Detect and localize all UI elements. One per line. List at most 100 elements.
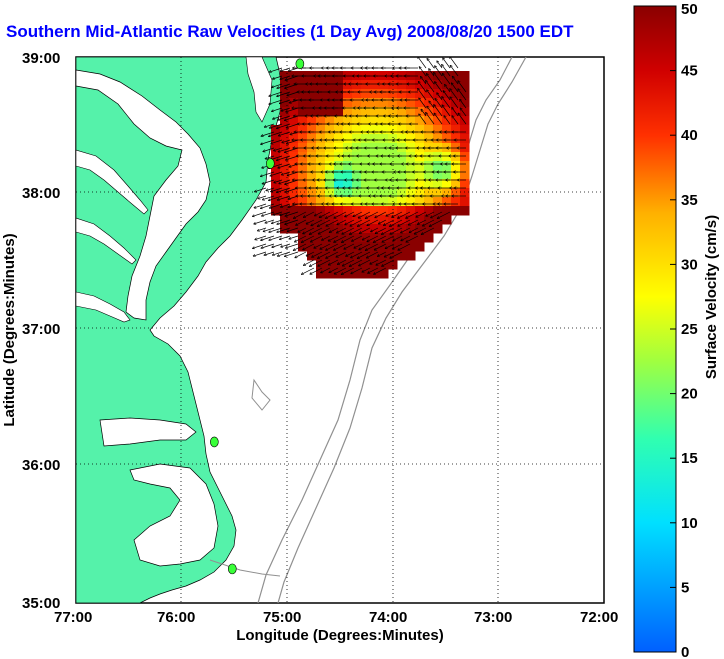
velocity-cell [406, 233, 416, 243]
velocity-arrow [318, 259, 331, 266]
velocity-cell [415, 107, 425, 117]
velocity-arrow [329, 259, 339, 265]
velocity-arrow [422, 227, 435, 234]
velocity-arrow [358, 219, 371, 226]
velocity-arrow [285, 251, 299, 256]
velocity-arrow [435, 66, 443, 77]
velocity-arrow [458, 89, 467, 101]
velocity-arrow [287, 139, 299, 144]
velocity-cell [415, 170, 425, 180]
velocity-arrow [431, 211, 443, 218]
velocity-cell [334, 233, 344, 243]
velocity-arrow [281, 243, 291, 247]
velocity-cell [370, 179, 380, 189]
velocity-arrow [277, 227, 291, 232]
velocity-cell [334, 215, 344, 225]
velocity-arrow [265, 123, 275, 127]
velocity-cell [460, 152, 470, 162]
velocity-cell [415, 206, 425, 216]
velocity-arrow [255, 235, 267, 240]
velocity-arrow [285, 115, 299, 120]
velocity-cell [397, 179, 407, 189]
velocity-cell [316, 170, 326, 180]
velocity-arrow [269, 67, 283, 72]
velocity-cell [370, 116, 380, 126]
velocity-arrow [261, 243, 275, 248]
velocity-cell [307, 170, 317, 180]
chesapeake-bay [76, 69, 211, 321]
colorbar-tick-label: 25 [681, 321, 698, 338]
velocity-cell [433, 170, 443, 180]
colorbar-tick-label: 50 [681, 1, 698, 18]
velocity-arrow [320, 243, 331, 249]
velocity-arrow [264, 251, 275, 255]
velocity-arrow [352, 235, 363, 241]
velocity-arrow [261, 139, 275, 144]
velocity-arrow [385, 251, 395, 257]
velocity-cell [451, 188, 461, 198]
colorbar-tick-label: 40 [681, 127, 698, 144]
velocity-cell [451, 125, 461, 135]
velocity-cell [415, 98, 425, 108]
velocity-cell [352, 161, 362, 171]
velocity-cell [316, 125, 326, 135]
velocity-arrow [310, 227, 323, 234]
velocity-cell [424, 134, 434, 144]
velocity-cell [433, 179, 443, 189]
velocity-cell [397, 89, 407, 99]
velocity-cell [379, 116, 389, 126]
velocity-arrow [304, 211, 315, 217]
velocity-cell [460, 89, 470, 99]
velocity-arrow [280, 75, 291, 79]
velocity-cell [442, 206, 452, 216]
velocity-arrow [435, 82, 443, 93]
velocity-arrow [353, 211, 363, 216]
colorbar-tick-label: 35 [681, 192, 698, 209]
velocity-cell [388, 152, 398, 162]
velocity-cell [334, 269, 344, 279]
velocity-arrow [342, 267, 355, 274]
velocity-arrow [409, 219, 419, 225]
velocity-cell [433, 197, 443, 207]
velocity-cell [370, 80, 380, 90]
colorbar [633, 5, 677, 653]
velocity-cell [424, 161, 434, 171]
velocity-cell [433, 71, 443, 81]
velocity-arrow [458, 81, 467, 93]
velocity-cell [379, 80, 389, 90]
velocity-cell [406, 197, 416, 207]
velocity-cell [343, 197, 353, 207]
velocity-cell [460, 116, 470, 126]
velocity-cell [415, 80, 425, 90]
velocity-cell [343, 215, 353, 225]
velocity-cell [406, 251, 416, 261]
velocity-cell [289, 188, 299, 198]
velocity-arrow [375, 211, 387, 218]
velocity-cell [433, 107, 443, 117]
velocity-arrow [384, 219, 395, 225]
velocity-cell [388, 188, 398, 198]
velocity-cell [424, 125, 434, 135]
velocity-arrow [269, 99, 283, 104]
velocity-arrow [367, 235, 379, 241]
velocity-cell [433, 224, 443, 234]
velocity-cell [370, 170, 380, 180]
velocity-arrow [265, 155, 275, 159]
radar-stations [210, 58, 305, 575]
velocity-cell [451, 89, 461, 99]
velocity-cell [325, 89, 335, 99]
velocity-cell [316, 89, 326, 99]
velocity-arrow [272, 219, 283, 223]
velocity-arrow [434, 105, 443, 117]
velocity-cell [433, 188, 443, 198]
velocity-arrow [318, 251, 331, 258]
velocity-arrow [263, 227, 275, 231]
velocity-arrow [359, 243, 371, 250]
velocity-arrow [351, 267, 363, 274]
velocity-cell [370, 224, 380, 234]
velocity-cell [316, 215, 326, 225]
velocity-cell [370, 197, 380, 207]
velocity-cell [307, 107, 317, 117]
velocity-cell [352, 80, 362, 90]
delaware-bay [245, 57, 273, 123]
